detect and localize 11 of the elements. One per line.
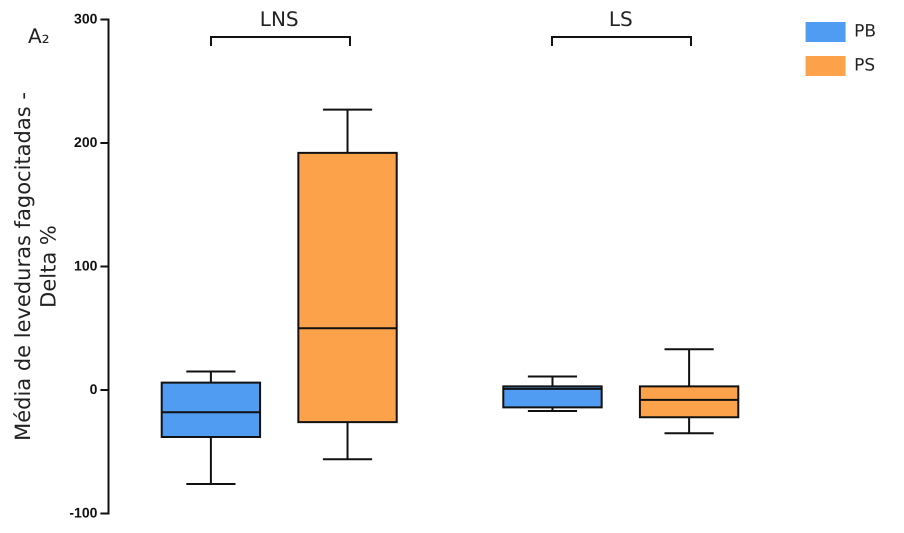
y-tick-label: 100 bbox=[74, 257, 98, 274]
legend-label: PS bbox=[854, 55, 876, 76]
legend-label: PB bbox=[854, 21, 876, 42]
y-tick-label: 200 bbox=[74, 134, 98, 150]
y-tick-label: 300 bbox=[74, 10, 98, 26]
y-axis-title: Média de leveduras fagocitadas - Delta % bbox=[11, 92, 60, 441]
x-tick-label: LNS bbox=[258, 7, 300, 32]
x-tick-label: LS bbox=[608, 7, 634, 32]
text: A₂ bbox=[28, 24, 50, 48]
y-tick-label: -100 bbox=[69, 504, 98, 520]
y-tick-label: 0 bbox=[90, 380, 98, 397]
